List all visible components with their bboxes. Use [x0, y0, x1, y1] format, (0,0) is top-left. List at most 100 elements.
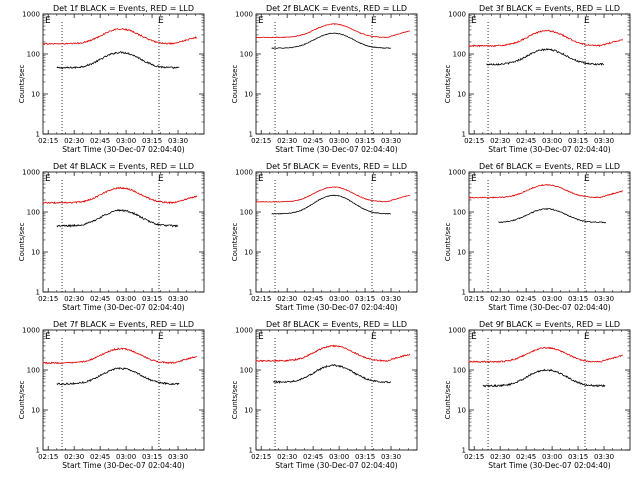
panel-det-9f: Det 9f BLACK = Events, RED = LLD 1 10 100 10… [444, 320, 631, 470]
plot-frame [468, 329, 631, 451]
y-tick-label: 10 [31, 91, 40, 99]
panel-title: Det 5f BLACK = Events, RED = LLD [266, 162, 407, 171]
series-line-events [56, 51, 180, 70]
x-tick-label: 03:00 [329, 295, 349, 303]
y-tick-label: 1000 [22, 327, 40, 335]
y-tick-label: 10 [31, 249, 40, 257]
x-tick-label: 03:00 [116, 137, 136, 145]
series-line-lld [42, 186, 198, 205]
series-line-events [56, 208, 179, 228]
y-tick-label: 100 [453, 367, 466, 375]
panel-title: Det 6f BLACK = Events, RED = LLD [479, 162, 620, 171]
series-line-events [273, 364, 392, 384]
series-line-lld [468, 183, 624, 200]
panel-det-3f: Det 3f BLACK = Events, RED = LLD 1 10 100 10… [444, 4, 631, 154]
start-marker-label: E [258, 174, 264, 184]
series-line-lld [42, 28, 198, 46]
x-tick-label: 03:30 [168, 137, 188, 145]
x-tick-label: 03:00 [329, 137, 349, 145]
end-marker-label: E [584, 174, 590, 184]
panel-det-2f: Det 2f BLACK = Events, RED = LLD 1 10 100 10… [231, 4, 418, 154]
x-tick-label: 03:00 [116, 453, 136, 461]
plot-frame [42, 13, 205, 135]
x-tick-label: 03:15 [568, 137, 588, 145]
y-tick-label: 1 [462, 131, 466, 139]
x-tick-label: 02:45 [303, 295, 323, 303]
end-marker-label: E [371, 174, 377, 184]
x-tick-label: 03:15 [142, 453, 162, 461]
series-line-lld [42, 347, 198, 365]
x-tick-label: 03:30 [381, 137, 401, 145]
y-tick-label: 1 [249, 289, 253, 297]
y-tick-label: 1 [249, 131, 253, 139]
x-tick-label: 02:45 [516, 295, 536, 303]
plot-frame [255, 171, 418, 293]
series-line-events [486, 47, 604, 66]
end-marker-label: E [371, 332, 377, 342]
y-tick-label: 100 [240, 209, 253, 217]
series-line-lld [255, 344, 411, 363]
x-tick-label: 02:30 [277, 137, 297, 145]
y-tick-label: 1000 [448, 169, 466, 177]
series-line-events [271, 32, 392, 50]
y-axis-label: Counts/sec [444, 65, 452, 104]
y-tick-label: 10 [457, 407, 466, 415]
y-tick-label: 10 [244, 91, 253, 99]
y-tick-label: 10 [244, 407, 253, 415]
x-axis-label: Start Time (30-Dec-07 02:04:40) [62, 145, 184, 154]
panel-title: Det 7f BLACK = Events, RED = LLD [53, 320, 194, 329]
x-tick-label: 02:15 [251, 137, 271, 145]
x-tick-label: 03:30 [381, 295, 401, 303]
y-tick-label: 10 [31, 407, 40, 415]
start-marker-label: E [471, 16, 477, 26]
series-line-events [56, 366, 180, 386]
x-tick-label: 03:15 [568, 453, 588, 461]
x-tick-label: 03:30 [168, 453, 188, 461]
panel-det-5f: Det 5f BLACK = Events, RED = LLD 1 10 100 10… [231, 162, 418, 312]
x-tick-label: 02:30 [277, 295, 297, 303]
y-tick-label: 1000 [235, 327, 253, 335]
x-tick-label: 02:45 [516, 453, 536, 461]
y-tick-label: 1000 [448, 327, 466, 335]
series-line-lld [468, 346, 624, 364]
end-marker-label: E [158, 174, 164, 184]
panel-det-7f: Det 7f BLACK = Events, RED = LLD 1 10 100 10… [18, 320, 205, 470]
x-tick-label: 03:15 [355, 137, 375, 145]
panel-title: Det 3f BLACK = Events, RED = LLD [479, 4, 620, 13]
end-marker-label: E [371, 16, 377, 26]
series-line-events [498, 207, 607, 224]
start-marker-label: E [471, 332, 477, 342]
y-tick-label: 100 [453, 51, 466, 59]
x-axis-label: Start Time (30-Dec-07 02:04:40) [488, 303, 610, 312]
x-axis-label: Start Time (30-Dec-07 02:04:40) [488, 461, 610, 470]
x-tick-label: 03:15 [568, 295, 588, 303]
panel-title: Det 1f BLACK = Events, RED = LLD [53, 4, 194, 13]
panel-det-1f: Det 1f BLACK = Events, RED = LLD 1 10 100 10… [18, 4, 205, 154]
x-axis-label: Start Time (30-Dec-07 02:04:40) [275, 145, 397, 154]
panel-title: Det 2f BLACK = Events, RED = LLD [266, 4, 407, 13]
x-tick-label: 02:30 [64, 295, 84, 303]
start-marker-label: E [45, 174, 51, 184]
x-tick-label: 02:30 [490, 295, 510, 303]
y-tick-label: 1000 [448, 11, 466, 19]
panel-title: Det 8f BLACK = Events, RED = LLD [266, 320, 407, 329]
x-tick-label: 03:15 [355, 295, 375, 303]
plot-frame [42, 171, 205, 293]
x-tick-label: 02:45 [303, 137, 323, 145]
x-tick-label: 02:30 [490, 137, 510, 145]
x-tick-label: 02:30 [490, 453, 510, 461]
y-tick-label: 100 [27, 209, 40, 217]
y-tick-label: 100 [240, 51, 253, 59]
y-tick-label: 1000 [22, 11, 40, 19]
y-tick-label: 10 [244, 249, 253, 257]
x-tick-label: 02:15 [251, 295, 271, 303]
y-axis-label: Counts/sec [231, 65, 239, 104]
y-tick-label: 1000 [235, 11, 253, 19]
panel-det-6f: Det 6f BLACK = Events, RED = LLD 1 10 100 10… [444, 162, 631, 312]
x-tick-label: 02:15 [464, 295, 484, 303]
x-tick-label: 02:15 [38, 295, 58, 303]
plot-frame [255, 329, 418, 451]
y-tick-label: 10 [457, 249, 466, 257]
x-axis-label: Start Time (30-Dec-07 02:04:40) [275, 303, 397, 312]
